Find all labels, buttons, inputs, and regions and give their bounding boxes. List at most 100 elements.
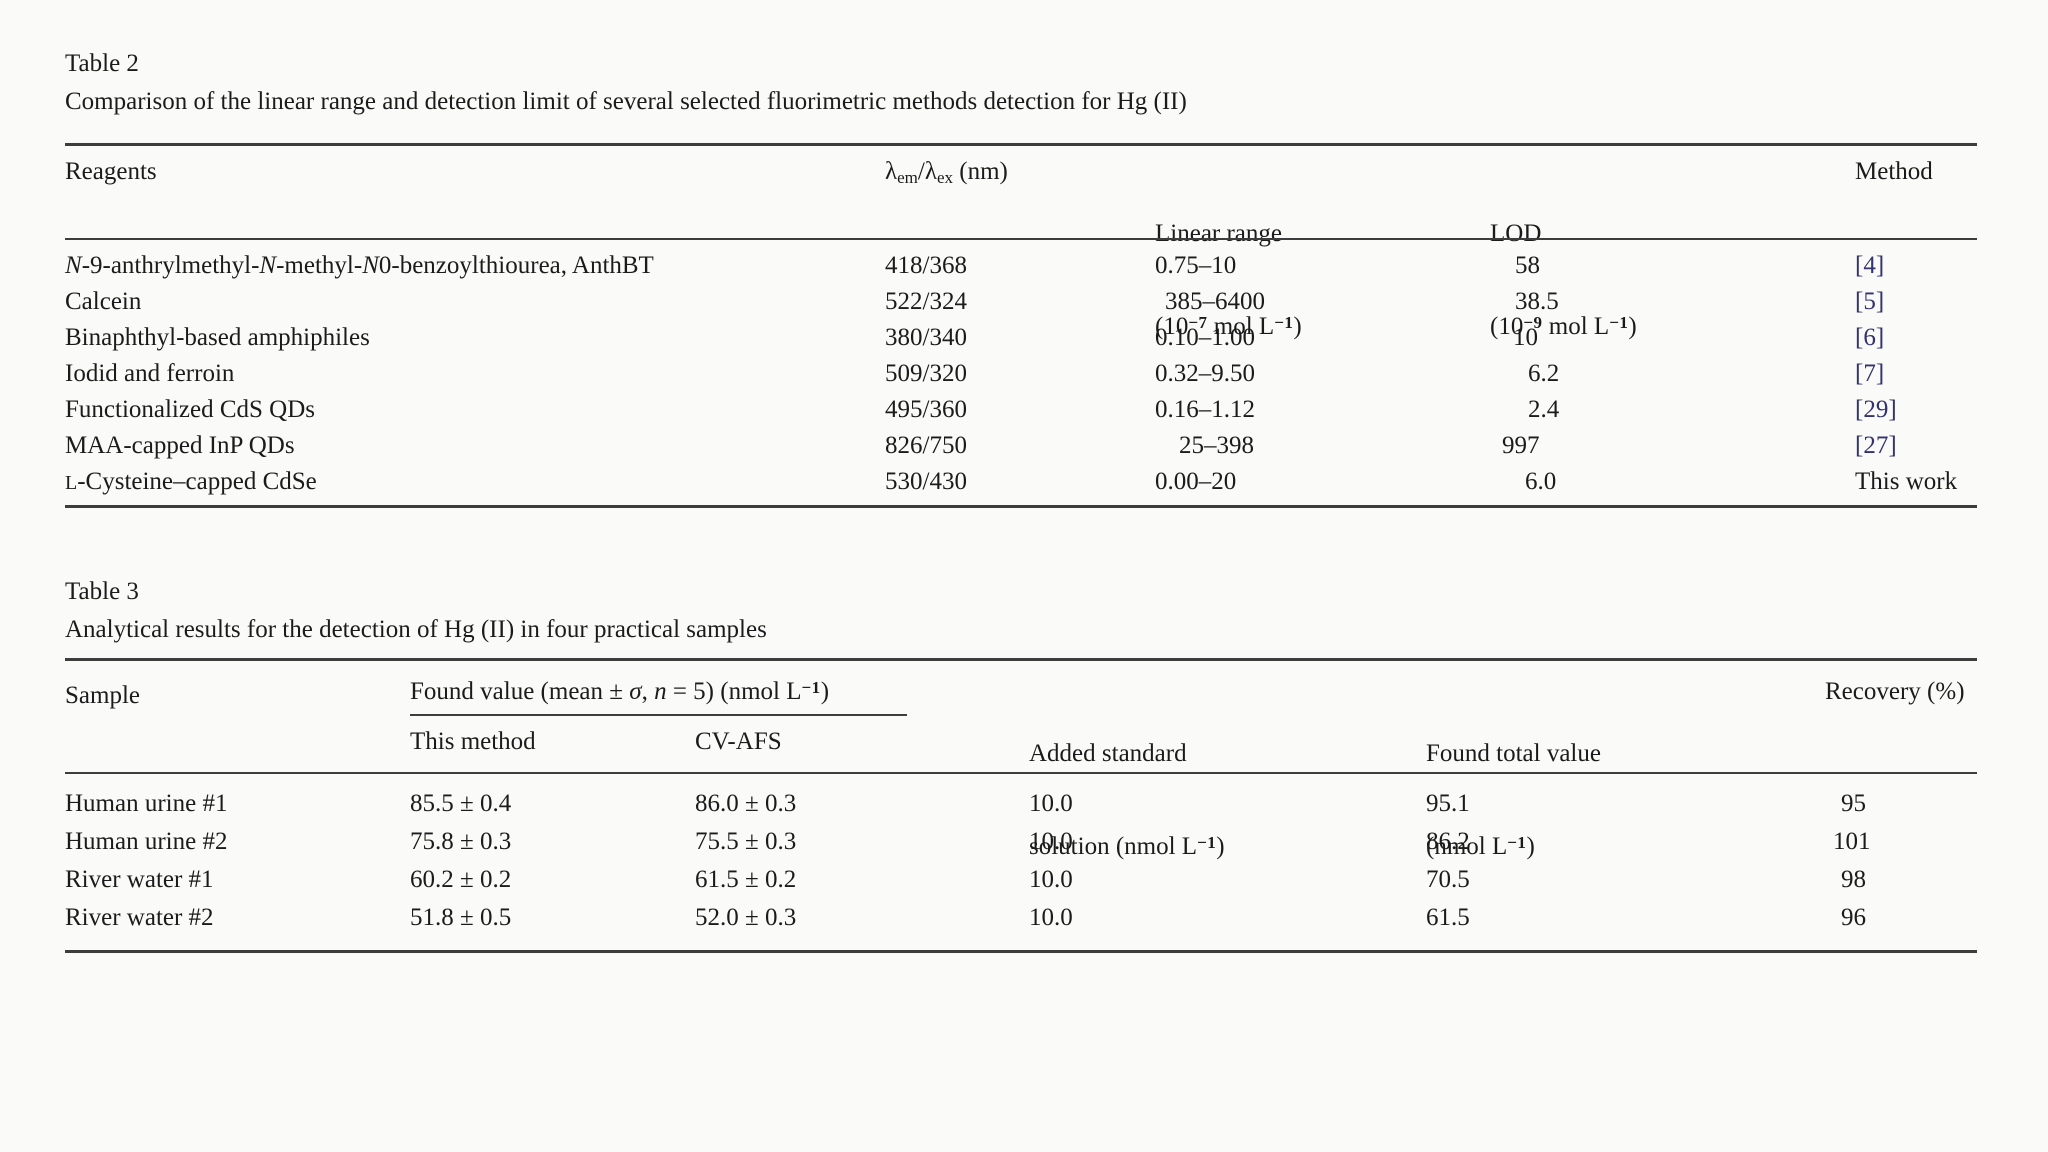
text-segment: 530/430 bbox=[885, 468, 967, 495]
table3-header-sample: Sample bbox=[65, 682, 140, 709]
text-segment: (10−7 mol L−1) bbox=[1155, 311, 1302, 342]
text-segment: −9 bbox=[1523, 313, 1543, 332]
table3-top-rule bbox=[65, 658, 1977, 661]
table-row: N-9-anthrylmethyl-N-methyl-N0-benzoylthi… bbox=[0, 252, 2048, 288]
table-cell: Binaphthyl-based amphiphiles bbox=[65, 324, 370, 352]
text-segment: Found value (mean ± bbox=[410, 678, 630, 705]
table-cell: 86.2 bbox=[1426, 828, 1470, 856]
text-segment: 0.16–1.12 bbox=[1155, 396, 1255, 423]
text-segment: (10 bbox=[1490, 313, 1524, 340]
text-segment: 0.00–20 bbox=[1155, 468, 1237, 495]
text-segment: 95.1 bbox=[1426, 790, 1470, 817]
table-cell: 10.0 bbox=[1029, 904, 1073, 932]
text-segment: ) bbox=[1293, 313, 1302, 340]
text-segment: Added standard bbox=[1029, 740, 1187, 767]
table-cell: 418/368 bbox=[885, 252, 967, 280]
table-row: Human urine #2 75.8 ± 0.3 75.5 ± 0.3 10.0 86… bbox=[0, 828, 2048, 866]
table-cell: 75.5 ± 0.3 bbox=[695, 828, 796, 856]
table-cell: 10 bbox=[1490, 324, 1538, 352]
text-segment: Linear range bbox=[1155, 220, 1283, 247]
table3-label: Table 3 bbox=[65, 578, 139, 605]
table2-label: Table 2 bbox=[65, 50, 139, 77]
table2-caption: Comparison of the linear range and detec… bbox=[65, 88, 1187, 115]
text-segment: 98 bbox=[1841, 866, 1866, 893]
table-cell: 70.5 bbox=[1426, 866, 1470, 894]
text-segment: 418/368 bbox=[885, 252, 967, 279]
table3-header-found-value-group: Found value (mean ± σ, n = 5) (nmol L−1) bbox=[410, 676, 829, 707]
table-cell: MAA-capped InP QDs bbox=[65, 432, 295, 460]
text-segment: LOD bbox=[1490, 220, 1542, 247]
table-row: L-Cysteine–capped CdSe 530/430 0.00–20 6.0 T… bbox=[0, 468, 2048, 504]
text-segment: 86.2 bbox=[1426, 828, 1470, 855]
text-segment: 2.4 bbox=[1528, 396, 1560, 423]
table-row: Iodid and ferroin 509/320 0.32–9.50 6.2 [7] bbox=[0, 360, 2048, 396]
table-cell: 10.0 bbox=[1029, 866, 1073, 894]
table2-header-lod: LOD (10−9 mol L−1) bbox=[1490, 156, 1637, 404]
text-segment: 10.0 bbox=[1029, 866, 1073, 893]
text-segment: 38.5 bbox=[1515, 288, 1559, 315]
text-segment: solution (nmol L−1) bbox=[1029, 831, 1225, 862]
table2-header-lambda: λem/λex (nm) bbox=[885, 156, 1008, 187]
table-cell: 522/324 bbox=[885, 288, 967, 316]
table-cell: 96 bbox=[1825, 904, 1866, 932]
table-cell: 0.16–1.12 bbox=[1155, 396, 1255, 424]
table3-bottom-rule bbox=[65, 950, 1977, 953]
table-cell: 85.5 ± 0.4 bbox=[410, 790, 511, 818]
text-segment: 509/320 bbox=[885, 360, 967, 387]
text-segment: 25–398 bbox=[1179, 432, 1254, 459]
table-cell: [29] bbox=[1855, 396, 1897, 424]
text-segment: 997 bbox=[1502, 432, 1540, 459]
table3-header-found-total: Found total value (nmol L−1) bbox=[1426, 676, 1601, 924]
text-segment: , bbox=[641, 678, 655, 705]
text-segment: -Cysteine–capped CdSe bbox=[77, 468, 317, 495]
reference-link[interactable]: [27] bbox=[1855, 432, 1897, 459]
reference-link[interactable]: [7] bbox=[1855, 360, 1885, 387]
text-segment: 60.2 ± 0.2 bbox=[410, 866, 512, 893]
table-cell: River water #1 bbox=[65, 866, 214, 894]
table-cell: [27] bbox=[1855, 432, 1897, 460]
text-segment: (nm) bbox=[953, 158, 1008, 185]
table-cell: L-Cysteine–capped CdSe bbox=[65, 468, 317, 496]
reference-link[interactable]: [4] bbox=[1855, 252, 1885, 279]
text-segment: 51.8 ± 0.5 bbox=[410, 904, 512, 931]
table-cell: 51.8 ± 0.5 bbox=[410, 904, 511, 932]
table-cell: 86.0 ± 0.3 bbox=[695, 790, 796, 818]
text-segment: -9-anthrylmethyl- bbox=[81, 252, 260, 279]
table-cell: 6.0 bbox=[1490, 468, 1556, 496]
table-row: Functionalized CdS QDs 495/360 0.16–1.12 2.… bbox=[0, 396, 2048, 432]
table-cell: N-9-anthrylmethyl-N-methyl-N0-benzoylthi… bbox=[65, 252, 654, 280]
table-cell: 95 bbox=[1825, 790, 1866, 818]
table2-header-reagents: Reagents bbox=[65, 158, 157, 185]
table-cell: Human urine #1 bbox=[65, 790, 227, 818]
table-cell: [5] bbox=[1855, 288, 1884, 316]
text-segment: River water #1 bbox=[65, 866, 214, 893]
table3-header-cv-afs: CV-AFS bbox=[695, 728, 782, 755]
table3-header-rule bbox=[65, 772, 1977, 774]
text-segment: 75.8 ± 0.3 bbox=[410, 828, 512, 855]
text-segment: 96 bbox=[1841, 904, 1866, 931]
table2-bottom-rule bbox=[65, 505, 1977, 508]
table-cell: 75.8 ± 0.3 bbox=[410, 828, 511, 856]
table-row: Binaphthyl-based amphiphiles 380/340 0.10–… bbox=[0, 324, 2048, 360]
table-cell: 380/340 bbox=[885, 324, 967, 352]
reference-link[interactable]: [5] bbox=[1855, 288, 1885, 315]
reference-link[interactable]: [29] bbox=[1855, 396, 1897, 423]
text-segment: 75.5 ± 0.3 bbox=[695, 828, 797, 855]
table3-header-added-standard: Added standard solution (nmol L−1) bbox=[1029, 676, 1225, 924]
table-cell: [6] bbox=[1855, 324, 1884, 352]
table-cell: 0.32–9.50 bbox=[1155, 360, 1255, 388]
table2-top-rule bbox=[65, 143, 1977, 146]
table-cell: 98 bbox=[1825, 866, 1866, 894]
table-cell: 10.0 bbox=[1029, 790, 1073, 818]
text-segment: N bbox=[362, 252, 379, 279]
table-cell: Calcein bbox=[65, 288, 141, 316]
table-cell: Iodid and ferroin bbox=[65, 360, 234, 388]
text-segment: 495/360 bbox=[885, 396, 967, 423]
table-cell: 60.2 ± 0.2 bbox=[410, 866, 511, 894]
table-cell: 61.5 ± 0.2 bbox=[695, 866, 796, 894]
table3-group-underline bbox=[410, 714, 907, 716]
table-cell: Human urine #2 bbox=[65, 828, 227, 856]
table-cell: River water #2 bbox=[65, 904, 214, 932]
table2-header-linear-range: Linear range (10−7 mol L−1) bbox=[1155, 156, 1302, 404]
reference-link[interactable]: [6] bbox=[1855, 324, 1885, 351]
